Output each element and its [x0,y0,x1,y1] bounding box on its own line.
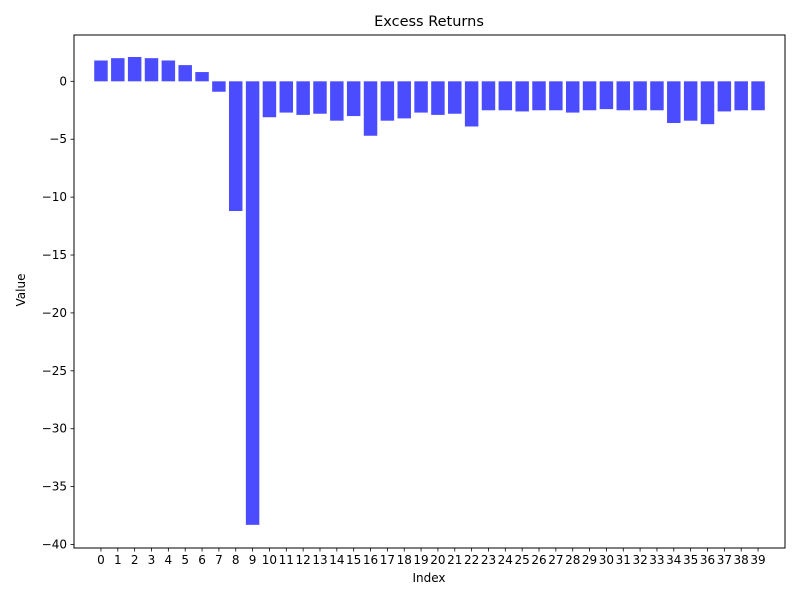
bar-9 [245,81,260,525]
x-tick-label: 38 [734,553,749,567]
x-tick-label: 12 [295,553,310,567]
bar-34 [667,81,681,124]
bar-29 [582,81,597,111]
x-tick-label: 32 [632,553,647,567]
bar-39 [751,81,765,111]
y-tick-label: −25 [42,364,67,378]
x-tick-label: 15 [346,553,361,567]
x-tick-label: 13 [312,553,327,567]
x-tick-label: 26 [531,553,546,567]
bar-35 [683,81,698,121]
bar-11 [279,81,294,113]
x-tick-label: 37 [717,553,732,567]
x-tick-label: 27 [548,553,563,567]
x-tick-label: 34 [666,553,681,567]
x-axis-ticks: 0 1 2 3 4 5 6 7 8 9 10 11 12 13 14 15 16 17 18 19 20 21 22 23 24… [97,548,766,567]
bar-27 [549,81,563,111]
bar-28 [565,81,580,113]
y-tick-label: −10 [42,190,67,204]
y-tick-label: 0 [59,74,67,88]
y-axis-ticks: 0 −5 −10 −15 −20 −25 −30 −35 −40 [42,74,74,552]
y-tick-label: −35 [42,480,67,494]
bar-18 [397,81,411,119]
bar-24 [498,81,513,111]
bar-10 [262,81,277,118]
plot-frame [73,34,786,549]
bar-15 [346,81,361,117]
x-tick-label: 39 [750,553,765,567]
x-tick-label: 5 [181,553,189,567]
x-tick-label: 30 [599,553,614,567]
bar-1 [111,58,125,82]
x-tick-label: 33 [649,553,664,567]
x-axis-label: Index [412,571,445,585]
bar-25 [515,81,529,112]
bar-33 [650,81,664,111]
bar-5 [178,65,192,82]
bar-17 [380,81,395,121]
x-tick-label: 23 [481,553,496,567]
bar-14 [330,81,344,121]
bar-21 [448,81,462,114]
x-tick-label: 4 [165,553,173,567]
x-tick-label: 35 [683,553,698,567]
bar-36 [700,81,715,125]
y-tick-label: −30 [42,422,67,436]
x-tick-label: 25 [515,553,530,567]
x-tick-label: 16 [363,553,378,567]
bar-19 [414,81,428,113]
bar-30 [599,81,614,110]
x-tick-label: 2 [131,553,139,567]
x-tick-label: 24 [498,553,513,567]
bar-8 [229,81,243,212]
x-tick-label: 36 [700,553,715,567]
y-tick-label: −5 [49,132,67,146]
bar-13 [313,81,327,114]
bar-37 [717,81,732,112]
bar-23 [481,81,496,111]
x-tick-label: 8 [232,553,240,567]
x-tick-label: 31 [616,553,631,567]
x-tick-label: 28 [565,553,580,567]
bar-22 [464,81,479,127]
y-tick-label: −20 [42,306,67,320]
x-tick-label: 22 [464,553,479,567]
x-tick-label: 20 [430,553,445,567]
x-tick-label: 7 [215,553,223,567]
x-tick-label: 1 [114,553,122,567]
bar-4 [161,60,176,82]
y-tick-label: −15 [42,248,67,262]
chart-title: Excess Returns [374,14,484,30]
bar-26 [532,81,546,111]
x-tick-label: 29 [582,553,597,567]
y-tick-label: −40 [42,538,67,552]
bar-31 [616,81,630,111]
bar-32 [633,81,647,111]
bars-group [94,57,765,525]
x-tick-label: 21 [447,553,462,567]
bar-2 [127,57,142,82]
bar-38 [734,81,748,111]
bar-3 [144,58,159,82]
bar-6 [195,72,209,82]
x-tick-label: 19 [413,553,428,567]
x-tick-label: 14 [329,553,344,567]
y-axis-label: Value [14,274,28,307]
x-tick-label: 17 [380,553,395,567]
x-tick-label: 0 [97,553,105,567]
x-tick-label: 10 [262,553,277,567]
x-tick-label: 9 [249,553,257,567]
bar-12 [296,81,310,115]
x-tick-label: 6 [198,553,206,567]
x-tick-label: 11 [279,553,294,567]
x-tick-label: 3 [148,553,156,567]
x-tick-label: 18 [397,553,412,567]
bar-0 [94,60,108,82]
bar-16 [363,81,378,136]
bar-20 [431,81,445,115]
bar-7 [212,81,226,92]
